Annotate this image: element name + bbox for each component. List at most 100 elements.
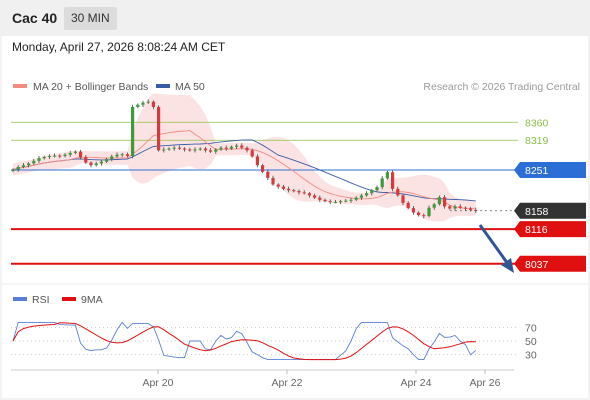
symbol-title: Cac 40: [12, 10, 58, 26]
candle: [344, 198, 348, 203]
candle: [328, 199, 332, 205]
candle: [281, 184, 285, 191]
candle: [105, 157, 109, 164]
timeframe-button[interactable]: 30 MIN: [64, 7, 117, 30]
candle: [84, 155, 88, 164]
ma9-legend-label: 9MA: [81, 294, 103, 306]
ma20-legend-swatch: [13, 84, 27, 88]
rsi-level-50: 50: [525, 336, 537, 348]
candle: [42, 155, 46, 160]
level-tag-s1: 8116: [514, 221, 586, 238]
candle: [271, 175, 275, 186]
candle: [110, 154, 114, 162]
research-credit: Research © 2026 Trading Central: [423, 81, 580, 93]
candle: [146, 99, 150, 104]
candle: [375, 185, 379, 192]
candle: [380, 176, 384, 190]
candle: [99, 159, 103, 166]
rsi-line: [12, 321, 477, 361]
candles-group: [11, 99, 478, 219]
candle: [131, 104, 135, 159]
candle: [203, 146, 207, 153]
candle: [214, 148, 218, 154]
candle: [16, 165, 20, 172]
candle: [209, 148, 213, 153]
candle: [370, 188, 374, 196]
candle: [193, 147, 197, 153]
rsi-legend-swatch: [13, 297, 27, 301]
candle: [177, 145, 181, 150]
candle: [245, 146, 249, 153]
ma50-legend-label: MA 50: [175, 81, 205, 93]
candle: [391, 170, 395, 192]
candle: [453, 204, 457, 211]
candle: [458, 204, 462, 210]
candle: [339, 199, 343, 205]
candle: [359, 193, 363, 200]
candle: [125, 152, 129, 158]
candle: [255, 154, 259, 168]
candle: [63, 152, 67, 158]
candle: [469, 206, 473, 212]
candle: [141, 100, 145, 107]
x-label-0: Apr 20: [143, 377, 174, 389]
candle: [89, 161, 93, 168]
candle: [58, 154, 62, 159]
candle: [417, 211, 421, 217]
candle: [422, 213, 426, 219]
candle: [333, 199, 337, 204]
candle: [151, 100, 155, 110]
candle: [250, 148, 254, 158]
x-label-1: Apr 22: [272, 377, 303, 389]
candle: [406, 201, 410, 210]
candle: [11, 168, 15, 173]
candle: [219, 145, 223, 151]
candle: [162, 147, 166, 153]
candle: [79, 149, 83, 160]
svg-text:8116: 8116: [525, 224, 548, 236]
svg-text:8251: 8251: [525, 165, 549, 177]
candle: [261, 163, 265, 174]
candle: [94, 161, 98, 167]
candle: [349, 197, 353, 203]
candle: [266, 170, 270, 181]
rsi-ma9-line: [12, 322, 476, 361]
candle: [224, 145, 228, 151]
ma50-legend-swatch: [156, 84, 170, 88]
level-lines: [11, 121, 518, 265]
candle: [463, 206, 467, 211]
candle: [37, 156, 41, 164]
candle: [287, 186, 291, 193]
candle: [432, 202, 436, 210]
candle: [437, 195, 441, 206]
chart-panel: [2, 36, 588, 398]
candle: [385, 170, 389, 180]
candle: [68, 150, 72, 157]
candle: [229, 145, 233, 150]
ma20-legend-label: MA 20 + Bollinger Bands: [33, 81, 148, 93]
level-tag-s2: 8037: [514, 255, 586, 272]
candle: [401, 194, 405, 206]
candle: [297, 189, 301, 195]
candle: [323, 198, 327, 203]
candle: [53, 153, 57, 158]
candle: [188, 147, 192, 152]
x-label-2: Apr 24: [401, 377, 432, 389]
rsi-legend-label: RSI: [32, 294, 50, 306]
candle: [115, 152, 119, 158]
candle: [448, 205, 452, 210]
forecast-arrow: [478, 224, 514, 273]
candle: [302, 190, 306, 195]
candle: [167, 147, 171, 151]
level-tag-last: 8158: [514, 202, 586, 219]
candle: [32, 159, 36, 165]
candle: [73, 150, 77, 155]
rsi-level-30: 30: [525, 350, 537, 362]
candle: [136, 103, 140, 109]
candle: [235, 143, 239, 150]
candle: [313, 193, 317, 199]
candle: [198, 147, 202, 151]
rsi-level-70: 70: [525, 323, 537, 335]
